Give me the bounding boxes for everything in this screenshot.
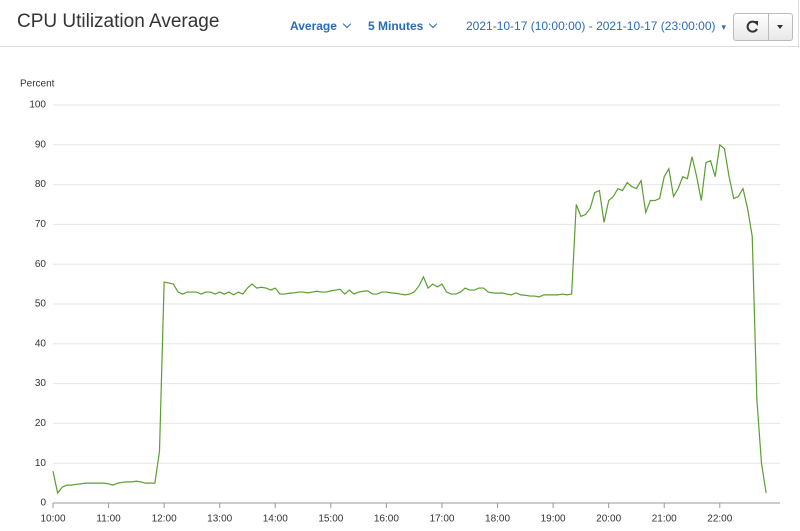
y-tick-label: 30 (35, 378, 47, 389)
x-tick-label: 21:00 (652, 514, 677, 525)
widget-title: CPU Utilization Average (17, 11, 220, 32)
period-label: 5 Minutes (368, 19, 424, 33)
data-line (52, 143, 767, 495)
x-tick-label: 22:00 (707, 514, 732, 525)
y-tick-label: 0 (40, 498, 46, 509)
x-tick-label: 19:00 (541, 514, 566, 525)
refresh-button[interactable] (733, 13, 793, 41)
y-tick-label: 90 (35, 139, 47, 150)
statistic-label: Average (290, 19, 337, 33)
y-tick-label: 80 (35, 179, 47, 190)
y-tick-label: 100 (29, 100, 46, 111)
y-tick-label: 40 (35, 338, 47, 349)
statistic-select[interactable]: Average (290, 19, 352, 33)
x-tick-label: 13:00 (207, 514, 232, 525)
y-axis-label: Percent (20, 79, 55, 90)
x-tick-label: 11:00 (96, 514, 121, 525)
x-tick-label: 14:00 (263, 514, 288, 525)
x-tick-label: 10:00 (40, 514, 65, 525)
range-select[interactable]: 2021-10-17 (10:00:00) - 2021-10-17 (23:0… (466, 19, 727, 33)
refresh-icons (746, 20, 783, 33)
range-label: 2021-10-17 (10:00:00) - 2021-10-17 (23:0… (466, 19, 716, 33)
header: CPU Utilization Average Average 5 Minute… (0, 0, 799, 47)
y-tick-label: 20 (35, 418, 47, 429)
y-tick-label: 70 (35, 219, 47, 230)
period-select[interactable]: 5 Minutes (368, 19, 438, 33)
y-tick-label: 50 (35, 299, 47, 310)
x-tick-label: 16:00 (374, 514, 399, 525)
x-tick-label: 18:00 (485, 514, 510, 525)
y-tick-label: 60 (35, 259, 47, 270)
y-tick-label: 10 (35, 458, 47, 469)
x-tick-label: 17:00 (429, 514, 454, 525)
x-tick-label: 12:00 (152, 514, 177, 525)
x-tick-label: 15:00 (318, 514, 343, 525)
x-tick-label: 20:00 (596, 514, 621, 525)
